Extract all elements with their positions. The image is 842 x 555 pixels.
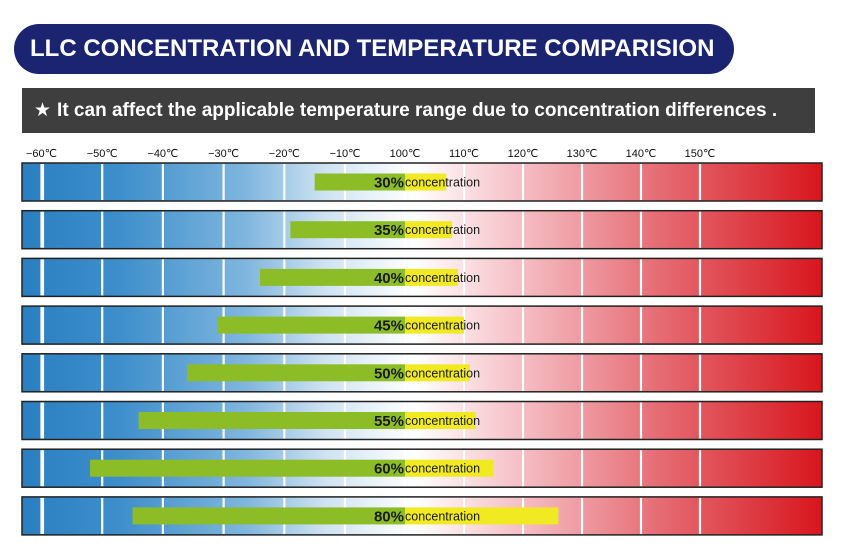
concentration-row: 50% concentration <box>21 353 823 393</box>
row-background <box>21 257 823 298</box>
concentration-row: 80% concentration <box>21 496 823 536</box>
note-text: It can affect the applicable temperature… <box>57 99 778 121</box>
range-bar-cold <box>260 268 405 286</box>
x-tick-label: −40℃ <box>147 148 178 160</box>
x-tick-label: 120℃ <box>508 148 539 160</box>
x-tick-label: −30℃ <box>208 148 239 160</box>
star-icon: ★ <box>34 100 52 121</box>
category-label: 40% <box>374 270 404 287</box>
range-bar-cold <box>187 364 405 382</box>
category-suffix-label: concentration <box>405 223 480 237</box>
x-tick-label: 150℃ <box>685 148 716 160</box>
category-suffix-label: concentration <box>405 271 480 285</box>
range-bar-hot <box>405 268 459 286</box>
category-suffix-label: concentration <box>405 176 480 190</box>
range-bar-hot <box>405 316 464 334</box>
category-suffix-label: concentration <box>405 509 480 523</box>
category-suffix-label: concentration <box>405 462 480 476</box>
concentration-row: 30% concentration <box>21 162 823 202</box>
category-label: 45% <box>374 318 404 335</box>
category-suffix-label: concentration <box>405 414 480 428</box>
category-label: 50% <box>374 365 404 382</box>
x-axis-ticks: −60℃ −50℃ −40℃ −30℃ −20℃ −10℃ 100℃ 110℃ 120℃ 130℃… <box>26 148 715 160</box>
x-tick-label: −60℃ <box>26 148 57 160</box>
range-bar-cold <box>217 316 405 334</box>
x-tick-label: 100℃ <box>390 148 421 160</box>
range-bar-hot <box>405 459 494 477</box>
concentration-row: 35% concentration <box>21 209 823 250</box>
category-label: 35% <box>374 222 404 239</box>
concentration-row: 60% concentration <box>21 448 823 488</box>
x-tick-label: −50℃ <box>87 148 118 160</box>
range-bar-cold <box>138 412 405 429</box>
range-bar-cold <box>132 507 406 525</box>
x-tick-label: 130℃ <box>567 148 598 160</box>
x-tick-label: −20℃ <box>269 148 300 160</box>
range-bar-hot <box>405 364 470 382</box>
range-bar-hot <box>405 221 453 239</box>
category-label: 60% <box>374 461 404 478</box>
x-tick-label: 110℃ <box>449 148 479 160</box>
chart-title-pill: LLC CONCENTRATION AND TEMPERATURE COMPAR… <box>14 24 734 74</box>
category-suffix-label: concentration <box>405 366 480 380</box>
category-label: 55% <box>374 413 404 430</box>
chart-title: LLC CONCENTRATION AND TEMPERATURE COMPAR… <box>30 35 715 62</box>
category-label: 80% <box>374 508 404 525</box>
concentration-row: 40% concentration <box>21 257 823 298</box>
range-bar-hot <box>405 412 476 429</box>
x-tick-label: −10℃ <box>329 148 360 160</box>
note-banner: ★ It can affect the applicable temperatu… <box>22 88 815 133</box>
range-bar-hot <box>405 173 447 191</box>
category-suffix-label: concentration <box>405 319 480 333</box>
concentration-row: 55% concentration <box>21 400 823 441</box>
range-bar-hot <box>405 507 559 525</box>
x-tick-label: 140℃ <box>626 148 657 160</box>
range-bar-cold <box>290 221 405 239</box>
range-bar-cold <box>90 459 405 477</box>
concentration-row: 45% concentration <box>21 305 823 345</box>
category-label: 30% <box>374 175 404 192</box>
range-bar-cold <box>314 173 405 191</box>
